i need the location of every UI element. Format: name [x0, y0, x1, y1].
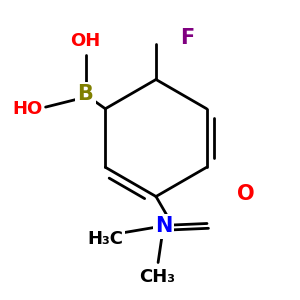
Text: HO: HO	[12, 100, 42, 118]
Text: N: N	[155, 217, 172, 236]
Text: F: F	[180, 28, 195, 47]
Text: OH: OH	[70, 32, 101, 50]
Text: CH₃: CH₃	[140, 268, 175, 286]
Text: H₃C: H₃C	[87, 230, 123, 247]
Text: B: B	[78, 85, 93, 104]
Text: O: O	[237, 184, 255, 203]
